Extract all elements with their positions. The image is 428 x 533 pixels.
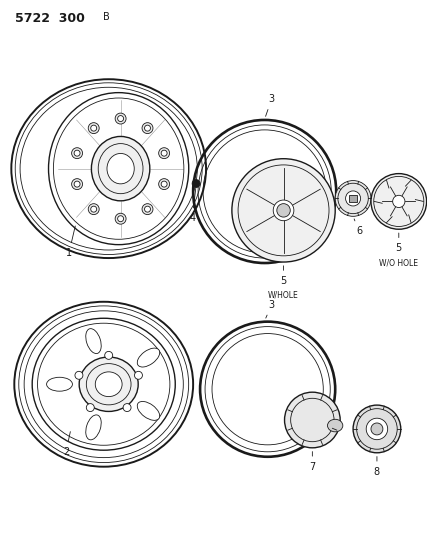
Circle shape	[159, 179, 169, 190]
Text: 3: 3	[266, 300, 275, 318]
Circle shape	[88, 123, 99, 134]
Text: 8: 8	[374, 457, 380, 477]
Text: 6: 6	[354, 219, 362, 236]
Circle shape	[145, 206, 151, 212]
Ellipse shape	[137, 401, 160, 421]
Circle shape	[392, 195, 405, 207]
Ellipse shape	[137, 348, 160, 367]
Circle shape	[161, 150, 167, 156]
Circle shape	[88, 204, 99, 215]
Circle shape	[86, 403, 94, 411]
Text: 1: 1	[66, 226, 75, 258]
Circle shape	[232, 159, 335, 262]
Text: W/HOLE: W/HOLE	[268, 291, 299, 300]
Circle shape	[371, 423, 383, 435]
Circle shape	[91, 125, 97, 131]
Circle shape	[277, 204, 290, 217]
Circle shape	[159, 148, 169, 159]
Ellipse shape	[95, 372, 122, 397]
Circle shape	[91, 206, 97, 212]
Circle shape	[161, 181, 167, 187]
Circle shape	[366, 418, 388, 440]
Text: 5722  300: 5722 300	[15, 12, 85, 25]
Circle shape	[273, 200, 294, 221]
Text: 5: 5	[395, 233, 402, 253]
FancyBboxPatch shape	[349, 195, 357, 203]
Circle shape	[105, 351, 113, 359]
Ellipse shape	[79, 357, 138, 411]
Circle shape	[142, 204, 153, 215]
Text: 5: 5	[280, 266, 287, 286]
Circle shape	[285, 392, 340, 448]
Circle shape	[71, 179, 83, 190]
Circle shape	[371, 174, 427, 229]
Circle shape	[71, 148, 83, 159]
Circle shape	[192, 180, 200, 188]
Ellipse shape	[86, 415, 101, 440]
Circle shape	[115, 213, 126, 224]
Text: 7: 7	[309, 451, 315, 472]
Ellipse shape	[92, 136, 150, 201]
Circle shape	[134, 372, 143, 379]
Text: W/O HOLE: W/O HOLE	[379, 258, 418, 267]
Circle shape	[115, 113, 126, 124]
Circle shape	[353, 405, 401, 453]
Circle shape	[75, 372, 83, 379]
Ellipse shape	[47, 377, 72, 391]
Circle shape	[118, 116, 124, 122]
Circle shape	[74, 181, 80, 187]
Ellipse shape	[327, 419, 343, 432]
Text: 4: 4	[189, 188, 196, 223]
Circle shape	[145, 125, 151, 131]
Circle shape	[345, 191, 361, 206]
Circle shape	[74, 150, 80, 156]
Text: 2: 2	[63, 432, 70, 457]
Circle shape	[118, 216, 124, 222]
Ellipse shape	[107, 154, 134, 184]
Text: 3: 3	[266, 94, 275, 116]
Circle shape	[142, 123, 153, 134]
Text: B: B	[103, 12, 110, 22]
Circle shape	[123, 403, 131, 411]
Circle shape	[335, 181, 371, 216]
Ellipse shape	[86, 329, 101, 353]
